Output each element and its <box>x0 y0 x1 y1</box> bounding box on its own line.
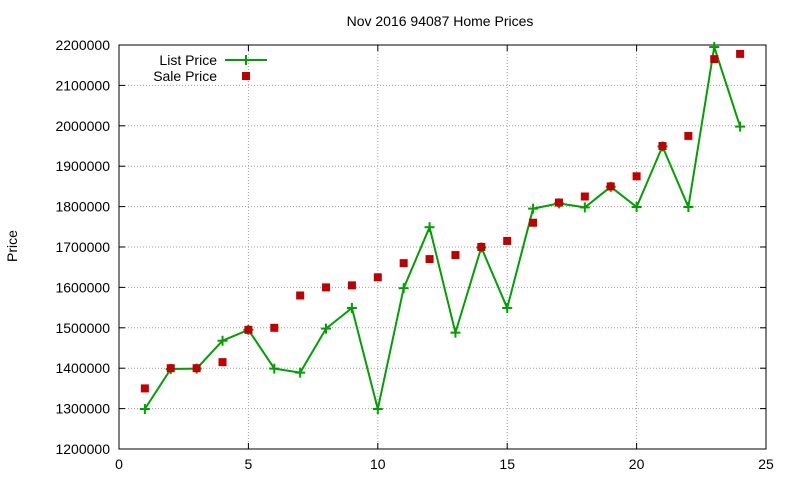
list-price-point <box>528 203 539 214</box>
grid <box>119 45 766 449</box>
sale-price-point <box>347 281 356 290</box>
y-tick-label: 1700000 <box>55 239 110 255</box>
list-price-point <box>735 121 746 132</box>
y-tick-label: 1200000 <box>55 441 110 457</box>
x-tick-label: 0 <box>115 456 123 472</box>
sale-price-point <box>503 236 512 245</box>
sale-price-point <box>218 358 227 367</box>
sale-price-point <box>451 251 460 260</box>
list-price-point <box>346 303 357 314</box>
y-tick-label: 1300000 <box>55 401 110 417</box>
list-price-point <box>398 283 409 294</box>
y-tick-label: 1500000 <box>55 320 110 336</box>
axis-ticks: 0 5 10 15 20 25 1200000 1300000 1400000 1500000 16… <box>55 37 774 472</box>
sale-price-point <box>580 192 589 201</box>
sale-price-point <box>529 218 538 227</box>
y-tick-label: 2100000 <box>55 77 110 93</box>
sale-price-point <box>710 55 719 64</box>
list-price-point <box>579 202 590 213</box>
list-price-point <box>139 404 150 415</box>
y-tick-label: 1600000 <box>55 279 110 295</box>
x-tick-label: 20 <box>629 456 645 472</box>
list-price-line <box>144 46 742 410</box>
sale-price-point <box>606 182 615 191</box>
legend-label-list-price: List Price <box>159 52 217 68</box>
series-list-price <box>139 42 746 415</box>
list-price-point <box>217 335 228 346</box>
series-sale-price <box>140 49 745 393</box>
y-tick-label: 1800000 <box>55 199 110 215</box>
sale-price-point <box>684 131 693 140</box>
sale-price-point <box>296 291 305 300</box>
list-price-point <box>372 404 383 415</box>
legend-marker-sale-price <box>242 72 250 80</box>
sale-price-point <box>244 325 253 334</box>
list-price-point <box>424 222 435 233</box>
sale-price-point <box>658 142 667 150</box>
x-tick-label: 25 <box>758 456 774 472</box>
y-tick-label: 2000000 <box>55 118 110 134</box>
y-axis-label: Price <box>4 230 20 262</box>
sale-price-point <box>477 243 486 251</box>
list-price-point <box>295 367 306 378</box>
sale-price-point <box>192 364 201 373</box>
sale-price-point <box>554 198 563 207</box>
sale-price-point <box>270 323 279 332</box>
x-tick-label: 5 <box>245 456 253 472</box>
list-price-point <box>321 323 332 334</box>
x-tick-label: 10 <box>370 456 386 472</box>
sale-price-point <box>373 273 382 282</box>
y-tick-label: 2200000 <box>55 37 110 53</box>
x-tick-label: 15 <box>499 456 515 472</box>
sale-price-point <box>322 283 331 292</box>
sale-price-point <box>632 172 641 181</box>
y-tick-label: 1900000 <box>55 158 110 174</box>
sale-price-point <box>736 49 745 58</box>
legend-label-sale-price: Sale Price <box>153 68 217 84</box>
list-price-point <box>631 202 642 213</box>
sale-price-point <box>399 259 408 268</box>
list-price-point <box>502 303 513 314</box>
sale-price-point <box>166 364 175 373</box>
list-price-point <box>709 42 720 53</box>
list-price-point <box>683 202 694 213</box>
legend-marker-list-price <box>241 55 251 65</box>
chart-title: Nov 2016 94087 Home Prices <box>347 13 534 29</box>
series-layer <box>139 42 746 415</box>
sale-price-point <box>140 384 149 393</box>
list-price-point <box>450 327 461 338</box>
y-tick-label: 1400000 <box>55 360 110 376</box>
sale-price-point <box>425 255 434 264</box>
list-price-point <box>269 363 280 374</box>
